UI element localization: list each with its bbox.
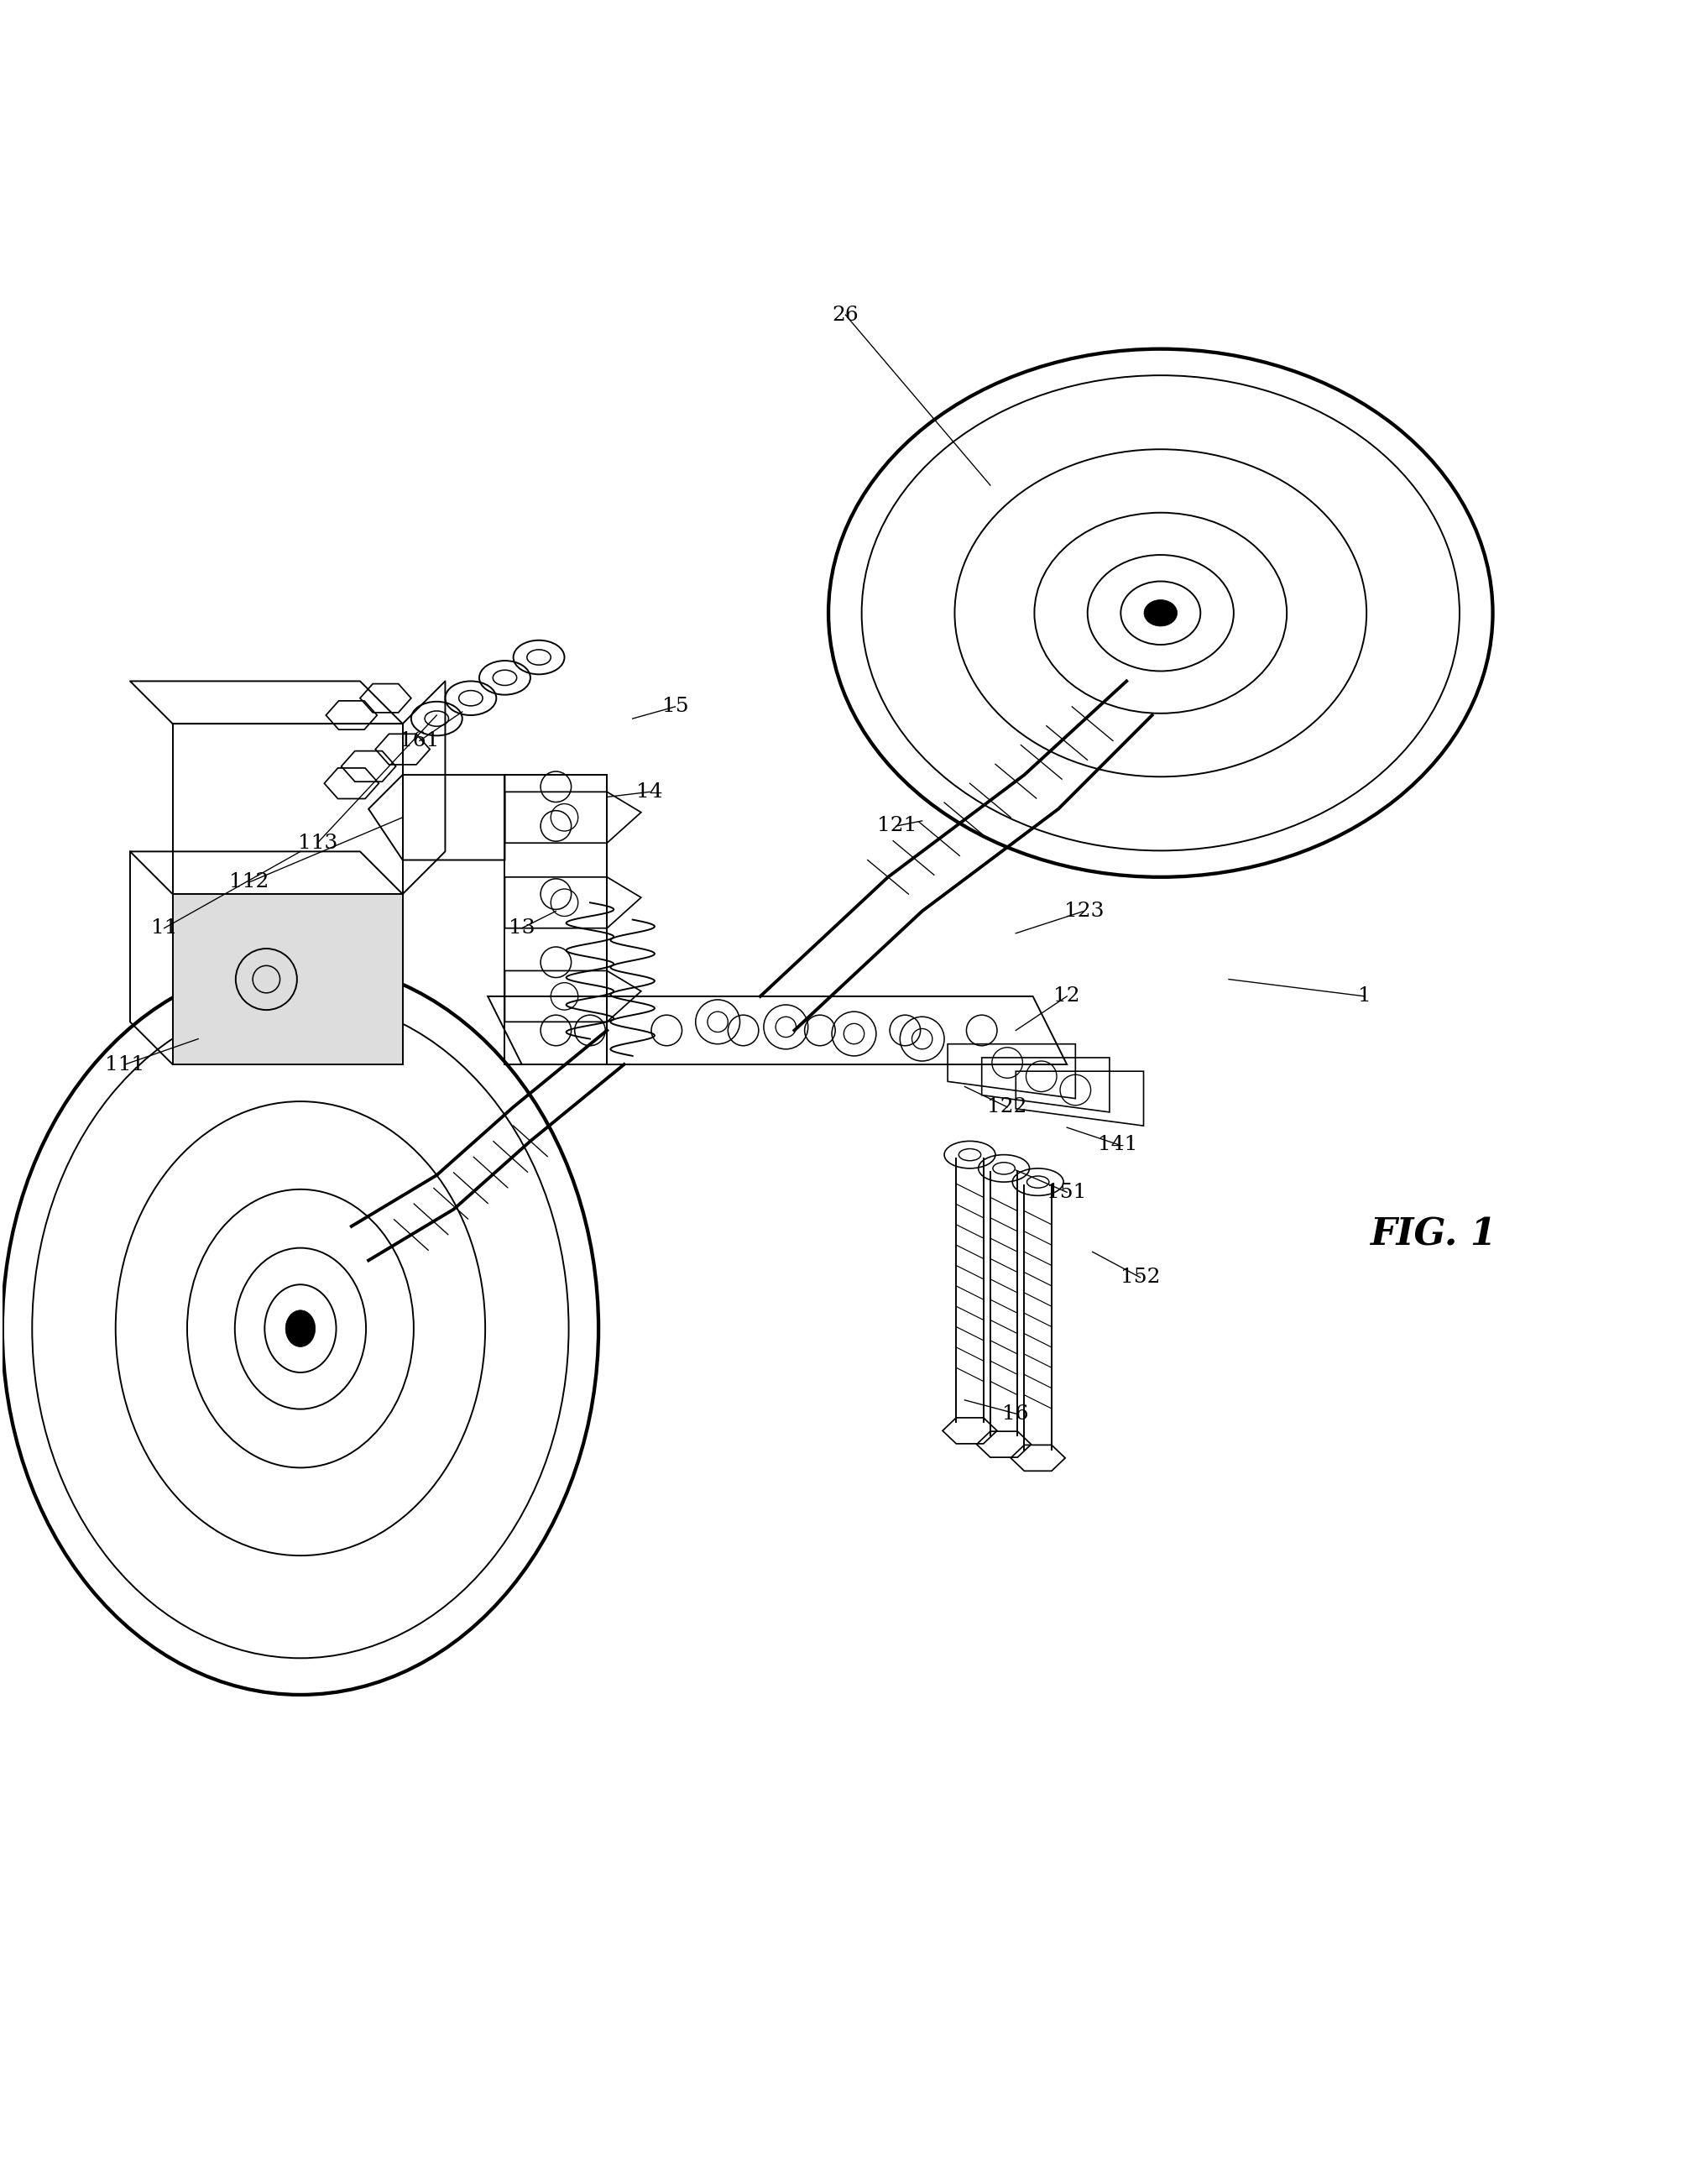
Text: FIG. 1: FIG. 1 [1370, 1216, 1496, 1253]
Text: 111: 111 [106, 1055, 145, 1075]
Text: 152: 152 [1120, 1269, 1160, 1286]
Text: 13: 13 [509, 918, 535, 937]
Text: 12: 12 [1054, 988, 1079, 1005]
Text: 121: 121 [876, 815, 917, 835]
Ellipse shape [285, 1310, 316, 1347]
Text: 15: 15 [663, 698, 688, 717]
Ellipse shape [1144, 600, 1177, 626]
Text: 26: 26 [832, 305, 859, 325]
Text: 11: 11 [150, 918, 178, 937]
Text: 151: 151 [1047, 1182, 1086, 1201]
Polygon shape [173, 894, 403, 1064]
Text: 141: 141 [1098, 1136, 1138, 1153]
Text: 112: 112 [229, 872, 270, 892]
Text: 123: 123 [1064, 903, 1103, 920]
Text: 113: 113 [297, 833, 336, 852]
Text: 161: 161 [400, 730, 439, 750]
Text: 14: 14 [637, 783, 663, 802]
Text: 16: 16 [1003, 1404, 1030, 1424]
Text: 1: 1 [1358, 988, 1372, 1005]
Text: 122: 122 [987, 1097, 1027, 1116]
